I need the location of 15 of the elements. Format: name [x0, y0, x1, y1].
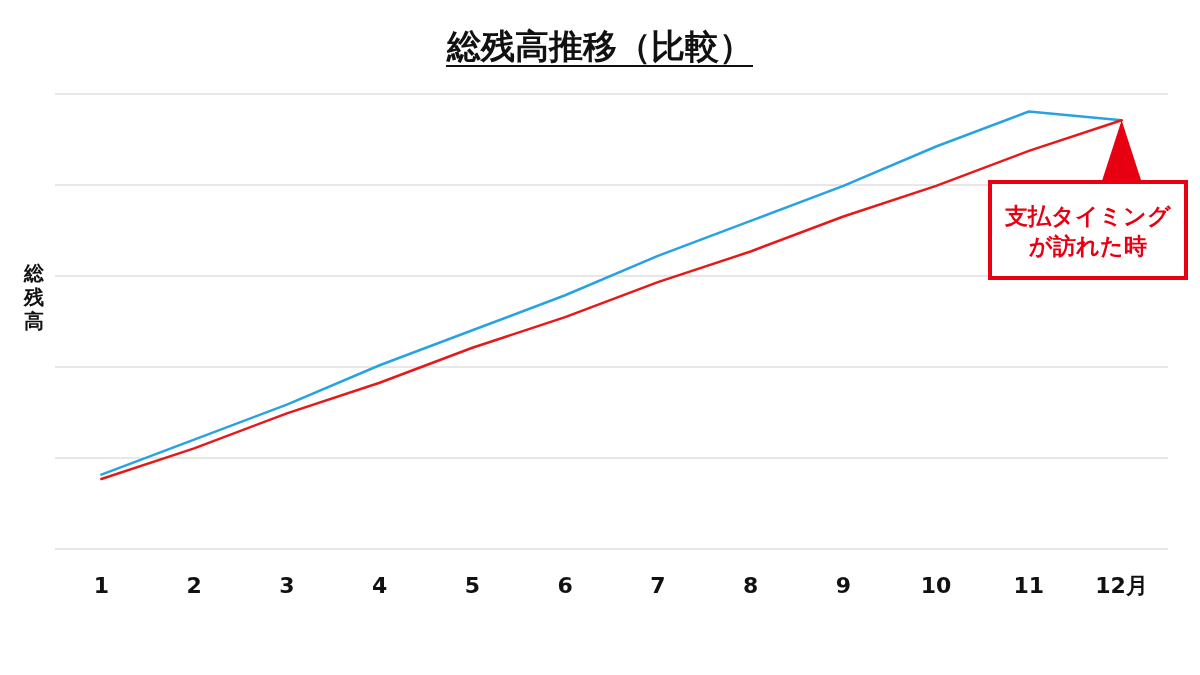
x-tick-label: 10 [920, 573, 952, 598]
x-tick-label: 4 [371, 573, 388, 598]
x-tick-label: 3 [279, 573, 295, 598]
x-tick-label: 1 [93, 573, 110, 598]
ylabel: 総残高 [24, 261, 44, 333]
x-tick-label: 7 [650, 573, 666, 598]
x-tick-label: 6 [557, 573, 573, 598]
title: 総残高推移（比較） [447, 26, 753, 66]
x-tick-label: 2 [186, 573, 202, 598]
annotation: 支払タイミングが訪れた時 [1004, 203, 1172, 259]
x-tick-label: 11 [1013, 573, 1045, 598]
x-tick-label: 5 [464, 573, 481, 598]
x-tick-label: 12月 [1095, 573, 1148, 598]
x-tick-label: 8 [742, 573, 759, 598]
x-tick-label: 9 [835, 573, 852, 598]
